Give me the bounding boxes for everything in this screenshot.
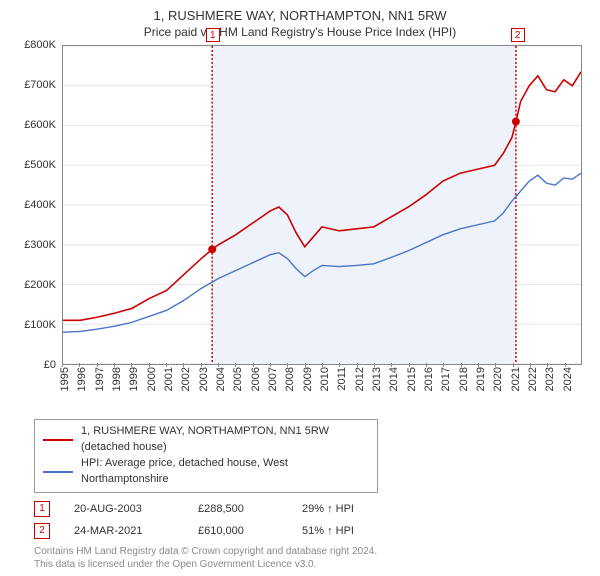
sale-marker-badge: 1 [206,28,220,42]
sale-row-1: 1 20-AUG-2003 £288,500 29% ↑ HPI [34,501,588,517]
chart-area: £0£100K£200K£300K£400K£500K£600K£700K£80… [12,45,588,413]
x-tick: 2012 [354,367,366,391]
x-tick: 1999 [128,367,140,391]
y-tick: £700K [24,79,56,91]
x-tick: 2024 [562,367,574,391]
x-tick: 2011 [336,367,348,391]
sale-date-2: 24-MAR-2021 [74,525,174,537]
x-tick: 2013 [371,367,383,391]
x-tick: 1995 [59,367,71,391]
x-tick: 2022 [527,367,539,391]
chart-subtitle: Price paid vs. HM Land Registry's House … [12,25,588,39]
legend-row-1: 1, RUSHMERE WAY, NORTHAMPTON, NN1 5RW (d… [43,424,369,456]
x-tick: 1998 [111,367,123,391]
x-tick: 2005 [232,367,244,391]
sale-row-2: 2 24-MAR-2021 £610,000 51% ↑ HPI [34,523,588,539]
sale-box-1: 1 [34,501,50,517]
sale-rows: 1 20-AUG-2003 £288,500 29% ↑ HPI 2 24-MA… [34,501,588,539]
y-tick: £300K [24,239,56,251]
x-tick: 2006 [250,367,262,391]
chart-title: 1, RUSHMERE WAY, NORTHAMPTON, NN1 5RW [12,8,588,23]
footer-line-2: This data is licensed under the Open Gov… [34,558,588,572]
x-tick: 2014 [388,367,400,391]
x-tick: 2020 [492,367,504,391]
x-tick: 2004 [215,367,227,391]
x-tick: 2003 [198,367,210,391]
x-tick: 2019 [475,367,487,391]
sale-marker-badge: 2 [511,28,525,42]
legend-swatch-1 [43,439,73,441]
plot-region: 12 [62,45,582,365]
x-tick: 2021 [510,367,522,391]
x-tick: 2016 [423,367,435,391]
sale-price-1: £288,500 [198,503,278,515]
sale-box-2: 2 [34,523,50,539]
y-axis: £0£100K£200K£300K£400K£500K£600K£700K£80… [12,45,60,365]
x-tick: 2023 [544,367,556,391]
x-tick: 2002 [180,367,192,391]
legend-label-2: HPI: Average price, detached house, West… [81,456,369,488]
sale-pct-2: 51% ↑ HPI [302,525,392,537]
y-tick: £0 [44,359,56,371]
x-tick: 2017 [440,367,452,391]
sale-date-1: 20-AUG-2003 [74,503,174,515]
y-tick: £400K [24,199,56,211]
sale-price-2: £610,000 [198,525,278,537]
lines-layer [63,46,581,364]
legend-row-2: HPI: Average price, detached house, West… [43,456,369,488]
x-tick: 2000 [146,367,158,391]
footer: Contains HM Land Registry data © Crown c… [34,545,588,572]
y-tick: £600K [24,119,56,131]
legend-swatch-2 [43,471,73,473]
y-tick: £800K [24,39,56,51]
legend: 1, RUSHMERE WAY, NORTHAMPTON, NN1 5RW (d… [34,419,378,493]
x-axis: 1995 1996 1997 1998 1999 2000 2001 2002 2003 2004… [62,367,582,413]
footer-line-1: Contains HM Land Registry data © Crown c… [34,545,588,559]
x-tick: 2008 [284,367,296,391]
x-tick: 2018 [458,367,470,391]
x-tick: 2001 [163,367,175,391]
sale-pct-1: 29% ↑ HPI [302,503,392,515]
x-tick: 2015 [406,367,418,391]
x-tick: 2010 [319,367,331,391]
legend-label-1: 1, RUSHMERE WAY, NORTHAMPTON, NN1 5RW (d… [81,424,369,456]
x-tick: 2007 [267,367,279,391]
x-tick: 1996 [76,367,88,391]
y-tick: £200K [24,279,56,291]
y-tick: £100K [24,319,56,331]
y-tick: £500K [24,159,56,171]
x-tick: 2009 [302,367,314,391]
x-tick: 1997 [94,367,106,391]
chart-container: 1, RUSHMERE WAY, NORTHAMPTON, NN1 5RW Pr… [0,0,600,576]
